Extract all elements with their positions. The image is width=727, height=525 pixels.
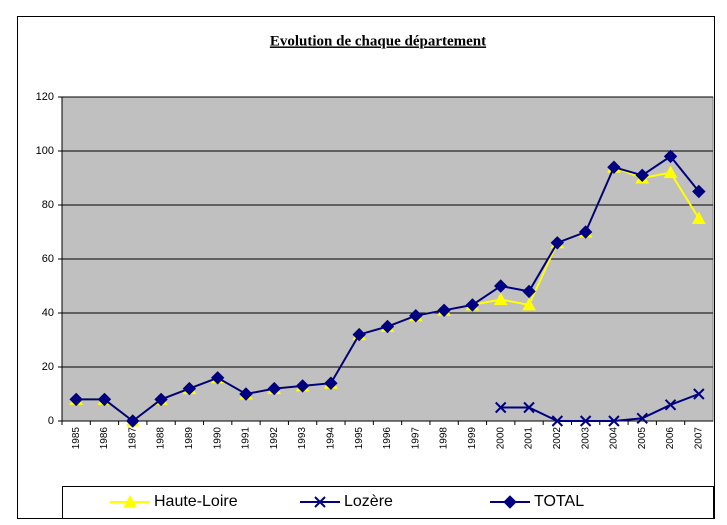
y-tick-label: 20 [42,361,54,373]
marker [663,149,678,164]
marker [123,494,137,508]
x-tick-label: 1990 [212,427,223,450]
marker [465,298,480,312]
marker [692,211,706,224]
marker [607,160,621,174]
legend-label: TOTAL [534,493,584,510]
x-tick-label: 1999 [467,427,478,450]
x-tick-label: 2000 [495,427,506,450]
marker [550,236,565,250]
marker [635,168,649,183]
x-tick-label: 1993 [297,427,308,450]
x-tick-label: 2005 [637,427,648,450]
y-tick-label: 120 [36,91,54,103]
marker [692,184,706,199]
marker [523,401,535,414]
marker [314,496,326,508]
marker [97,392,112,407]
x-tick-label: 1998 [439,427,450,450]
marker [522,297,536,311]
x-tick-label: 1988 [156,427,167,450]
x-tick-label: 1985 [71,427,82,450]
x-tick-label: 1992 [269,427,280,450]
y-tick-label: 100 [36,145,54,157]
legend-label: Haute-Loire [154,493,238,510]
x-tick-label: 1986 [99,427,110,450]
x-tick-label: 2006 [665,427,676,450]
marker [495,401,507,414]
marker [636,412,648,425]
y-tick-label: 60 [42,253,54,265]
x-tick-label: 1991 [241,427,252,450]
marker [69,392,83,407]
marker [295,379,310,393]
x-tick-label: 2002 [552,427,563,450]
marker [267,381,281,396]
marker [493,292,508,305]
marker [324,376,338,390]
x-tick-label: 1995 [354,427,365,450]
marker [579,415,592,427]
marker [182,381,197,396]
marker [608,415,620,427]
marker [494,279,508,293]
y-tick-label: 40 [42,307,54,319]
series-line [500,393,700,422]
marker [352,327,366,342]
marker [551,415,564,427]
x-tick-label: 1989 [184,427,195,450]
legend-label: Lozère [344,493,393,510]
x-tick-label: 1987 [127,427,138,450]
x-tick-label: 2001 [524,427,535,450]
x-tick-label: 2003 [580,427,591,450]
chart-title: Evolution de chaque département [270,33,486,49]
marker [210,371,225,385]
marker [663,165,678,179]
marker [503,495,517,509]
legend [62,486,714,519]
marker [409,308,423,323]
marker [664,399,677,411]
marker [380,319,395,334]
x-tick-label: 1996 [382,427,393,450]
x-tick-label: 1997 [410,427,421,450]
y-tick-label: 0 [48,415,54,427]
marker [126,414,140,428]
marker [154,392,168,407]
x-tick-label: 2004 [609,427,620,450]
x-tick-label: 1994 [326,427,337,450]
y-tick-label: 80 [42,199,54,211]
marker [693,388,705,400]
marker [239,387,253,401]
x-tick-label: 2007 [693,427,704,450]
marker [522,284,536,299]
marker [578,225,593,239]
marker [437,303,451,318]
